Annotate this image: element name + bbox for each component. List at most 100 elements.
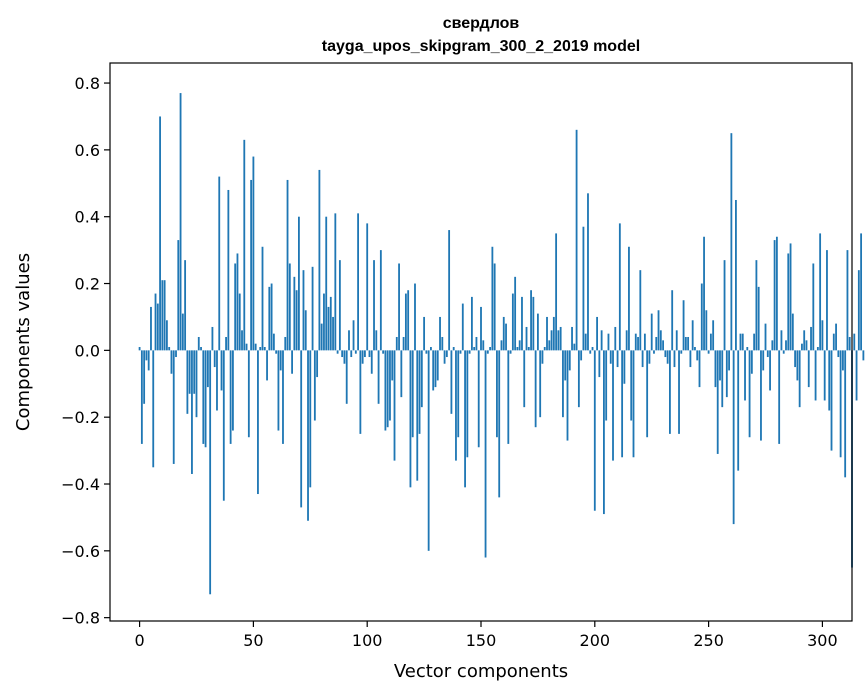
y-tick-label: 0.6 [75, 141, 100, 160]
bar-272 [757, 286, 760, 351]
bar-33 [213, 350, 216, 368]
bar-48 [247, 350, 250, 438]
bar-191 [573, 343, 576, 351]
bar-253 [714, 350, 717, 388]
bar-63 [282, 350, 284, 444]
bar-284 [785, 340, 787, 351]
bar-208 [612, 350, 614, 461]
bar-88 [338, 260, 341, 351]
y-tick-label: 0.8 [75, 74, 100, 93]
bar-4 [147, 350, 150, 371]
bar-168 [521, 296, 523, 351]
bar-93 [350, 350, 353, 358]
bar-198 [589, 350, 592, 354]
bar-118 [407, 290, 410, 351]
bar-83 [327, 306, 330, 351]
bar-273 [760, 350, 762, 441]
bar-163 [509, 350, 512, 354]
bar-300 [821, 320, 824, 351]
bar-10 [161, 280, 164, 351]
bar-175 [536, 313, 539, 351]
bar-116 [402, 336, 405, 351]
bar-312 [848, 336, 851, 351]
bar-223 [646, 350, 649, 438]
y-tick-label: 0.2 [75, 275, 100, 294]
bar-148 [475, 336, 478, 351]
x-tick-label: 100 [352, 631, 383, 650]
bar-283 [782, 350, 785, 354]
bar-267 [746, 347, 749, 351]
bar-37 [222, 350, 225, 501]
bar-172 [530, 290, 532, 351]
bar-240 [684, 336, 687, 351]
bar-260 [730, 133, 733, 351]
bar-264 [739, 333, 742, 351]
bar-161 [505, 323, 507, 351]
y-tick-label: −0.4 [61, 475, 100, 494]
bar-230 [662, 340, 664, 351]
bar-137 [450, 350, 453, 414]
bar-295 [810, 326, 812, 351]
bar-218 [634, 333, 637, 351]
bar-229 [659, 330, 662, 351]
chart-subtitle: tayga_upos_skipgram_300_2_2019 model [322, 38, 640, 55]
bar-31 [209, 350, 212, 595]
bar-222 [643, 333, 646, 351]
bar-247 [700, 283, 703, 351]
bar-279 [773, 240, 776, 351]
bar-176 [539, 350, 542, 418]
bar-147 [473, 347, 476, 351]
bar-305 [832, 333, 835, 351]
bar-67 [291, 350, 293, 374]
bar-101 [368, 350, 371, 358]
bar-90 [343, 350, 346, 364]
bar-146 [470, 296, 473, 351]
bar-50 [252, 156, 255, 351]
bar-133 [441, 336, 444, 351]
bar-70 [298, 216, 300, 351]
bar-290 [798, 350, 801, 408]
bar-52 [257, 350, 259, 495]
bar-269 [750, 350, 753, 374]
bar-7 [154, 293, 157, 351]
bar-64 [284, 336, 287, 351]
bar-199 [591, 347, 594, 351]
bar-84 [329, 296, 332, 351]
bar-68 [293, 276, 296, 351]
bar-14 [170, 350, 173, 374]
bar-165 [514, 276, 517, 351]
bar-232 [666, 350, 669, 364]
bar-114 [398, 263, 400, 351]
bar-71 [300, 350, 303, 508]
bar-20 [184, 260, 187, 351]
plot-frame [109, 62, 853, 622]
bar-262 [735, 199, 737, 351]
bar-21 [186, 350, 189, 414]
bar-179 [546, 316, 548, 351]
x-tick-label: 50 [243, 631, 263, 650]
x-tick-label: 250 [693, 631, 724, 650]
bar-111 [391, 350, 394, 381]
bar-34 [216, 350, 218, 411]
bar-16 [175, 350, 177, 358]
bar-266 [744, 350, 746, 401]
bar-281 [778, 350, 781, 444]
bar-178 [543, 347, 546, 351]
bar-153 [486, 350, 489, 354]
bar-17 [177, 240, 180, 351]
bar-123 [418, 350, 421, 434]
bar-184 [557, 330, 560, 351]
bar-26 [197, 336, 200, 351]
bar-85 [332, 316, 334, 351]
bar-32 [211, 326, 214, 351]
bar-23 [191, 350, 193, 474]
bar-258 [725, 350, 728, 398]
bar-36 [220, 350, 223, 391]
bar-124 [420, 350, 423, 408]
bar-212 [621, 350, 624, 458]
bar-89 [341, 350, 344, 358]
bar-270 [753, 333, 756, 351]
bar-35 [218, 176, 221, 351]
bar-135 [445, 350, 448, 358]
